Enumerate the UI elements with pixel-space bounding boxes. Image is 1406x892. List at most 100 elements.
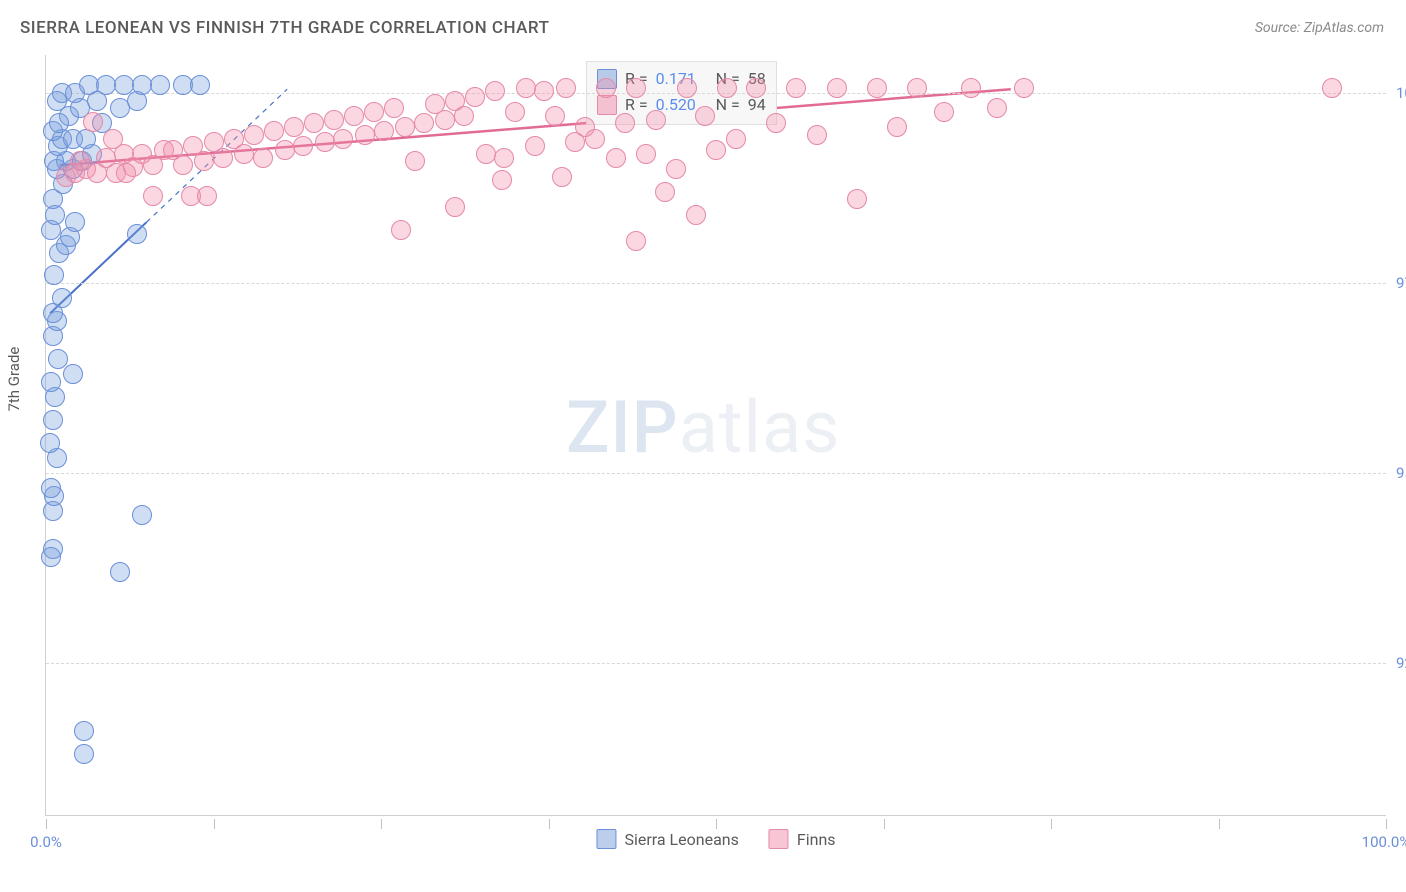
data-point — [907, 78, 927, 98]
data-point — [83, 112, 103, 132]
data-point — [244, 125, 264, 145]
data-point — [41, 547, 61, 567]
data-point — [677, 78, 697, 98]
data-point — [405, 151, 425, 171]
data-point — [44, 265, 64, 285]
data-point — [110, 562, 130, 582]
data-point — [827, 78, 847, 98]
data-point — [746, 78, 766, 98]
x-tick — [46, 819, 47, 829]
data-point — [143, 186, 163, 206]
x-tick-label: 0.0% — [30, 833, 62, 851]
data-point — [516, 78, 536, 98]
data-point — [41, 478, 61, 498]
data-point — [1014, 78, 1034, 98]
data-point — [847, 189, 867, 209]
data-point — [333, 129, 353, 149]
data-point — [686, 205, 706, 225]
data-point — [284, 117, 304, 137]
y-tick-label: 92.5% — [1396, 654, 1406, 672]
data-point — [525, 136, 545, 156]
data-point — [374, 121, 394, 141]
data-point — [304, 113, 324, 133]
data-point — [695, 106, 715, 126]
data-point — [545, 106, 565, 126]
data-point — [552, 167, 572, 187]
data-point — [485, 81, 505, 101]
data-point — [626, 78, 646, 98]
data-point — [655, 182, 675, 202]
data-point — [596, 78, 616, 98]
data-point — [492, 170, 512, 190]
data-point — [43, 410, 63, 430]
data-point — [414, 113, 434, 133]
data-point — [116, 163, 136, 183]
data-point — [726, 129, 746, 149]
data-point — [626, 231, 646, 251]
data-point — [987, 98, 1007, 118]
data-point — [127, 224, 147, 244]
x-tick — [1386, 819, 1387, 829]
data-point — [74, 744, 94, 764]
data-point — [887, 117, 907, 137]
data-point — [807, 125, 827, 145]
data-point — [194, 151, 214, 171]
data-point — [114, 75, 134, 95]
x-tick — [214, 819, 215, 829]
gridline-h — [46, 663, 1386, 664]
data-point — [435, 110, 455, 130]
source-label: Source: ZipAtlas.com — [1255, 20, 1384, 36]
data-point — [454, 106, 474, 126]
data-point — [615, 113, 635, 133]
legend-swatch — [596, 829, 616, 849]
y-tick-label: 97.5% — [1396, 274, 1406, 292]
data-point — [505, 102, 525, 122]
x-tick-label: 100.0% — [1362, 833, 1406, 851]
data-point — [150, 75, 170, 95]
data-point — [867, 78, 887, 98]
data-point — [766, 113, 786, 133]
x-tick — [884, 819, 885, 829]
scatter-chart: 7th Grade ZIPatlas R = 0.171 N = 58 R = … — [45, 55, 1386, 816]
data-point — [63, 364, 83, 384]
data-point — [384, 98, 404, 118]
data-point — [41, 372, 61, 392]
data-point — [465, 87, 485, 107]
data-point — [717, 78, 737, 98]
legend-item: Sierra Leoneans — [596, 829, 738, 849]
data-point — [534, 81, 554, 101]
gridline-h — [46, 283, 1386, 284]
data-point — [213, 148, 233, 168]
chart-title: SIERRA LEONEAN VS FINNISH 7TH GRADE CORR… — [20, 18, 549, 38]
data-point — [476, 144, 496, 164]
data-point — [391, 220, 411, 240]
data-point — [494, 148, 514, 168]
data-point — [556, 78, 576, 98]
x-tick — [1051, 819, 1052, 829]
data-point — [70, 151, 90, 171]
data-point — [190, 75, 210, 95]
data-point — [786, 78, 806, 98]
y-tick-label: 100.0% — [1396, 84, 1406, 102]
data-point — [40, 433, 60, 453]
data-point — [65, 212, 85, 232]
y-tick-label: 95.0% — [1396, 464, 1406, 482]
data-point — [344, 106, 364, 126]
gridline-h — [46, 93, 1386, 94]
legend-item: Finns — [769, 829, 836, 849]
data-point — [646, 110, 666, 130]
data-point — [445, 197, 465, 217]
series-legend: Sierra Leoneans Finns — [596, 829, 835, 849]
trend-lines — [46, 55, 1386, 815]
data-point — [636, 144, 656, 164]
data-point — [324, 110, 344, 130]
watermark: ZIPatlas — [566, 385, 840, 470]
x-tick — [549, 819, 550, 829]
y-axis-label: 7th Grade — [5, 347, 23, 412]
data-point — [173, 155, 193, 175]
gridline-h — [46, 473, 1386, 474]
data-point — [934, 102, 954, 122]
data-point — [315, 132, 335, 152]
legend-label: Finns — [797, 830, 836, 849]
data-point — [1322, 78, 1342, 98]
